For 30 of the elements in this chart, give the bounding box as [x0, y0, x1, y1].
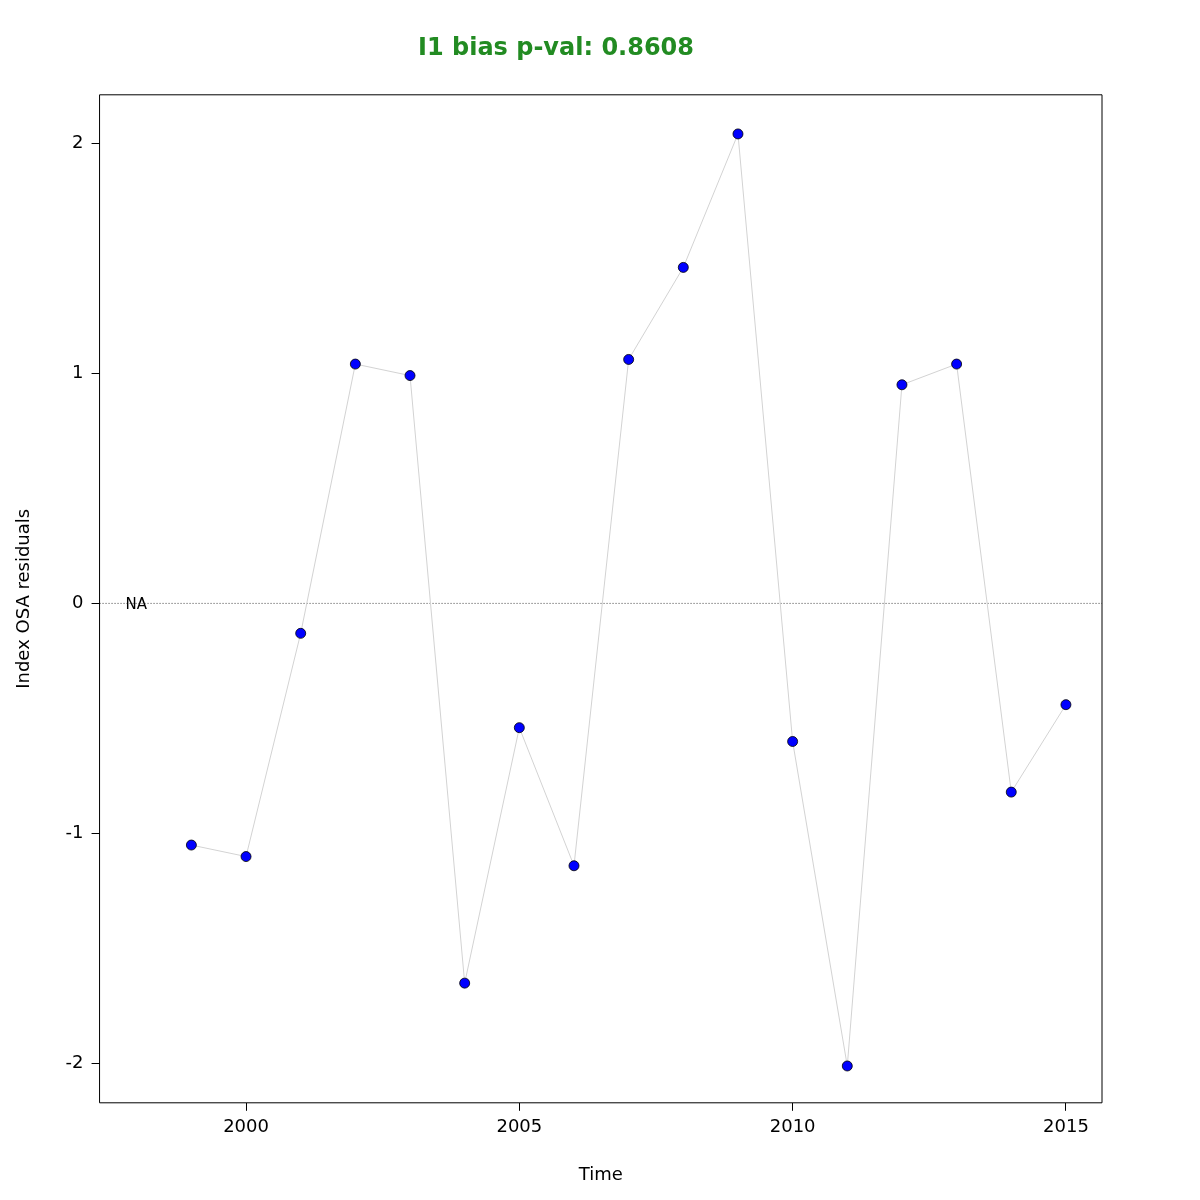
y-tick-label: -1	[65, 821, 84, 843]
point	[459, 977, 471, 989]
y-tick-label: 0	[72, 591, 84, 613]
point	[732, 128, 744, 140]
x-axis-title: Time	[577, 1162, 623, 1184]
y-axis-title: Index OSA residuals	[12, 508, 34, 689]
point	[896, 379, 908, 391]
y-tick-label: 1	[72, 360, 84, 382]
point	[349, 358, 361, 370]
point	[951, 358, 963, 370]
point	[295, 627, 307, 639]
point	[787, 736, 799, 747]
x-tick-label: 2005	[496, 1115, 543, 1137]
point	[185, 839, 197, 851]
point	[1005, 786, 1017, 798]
point	[240, 851, 252, 862]
point	[404, 370, 416, 381]
chart-title: I1 bias p-val: 0.8608	[418, 32, 694, 61]
point	[623, 354, 635, 365]
y-tick-label: 2	[72, 130, 84, 152]
point	[677, 262, 689, 273]
x-tick-label: 2010	[769, 1115, 816, 1137]
point	[513, 722, 525, 734]
ref-line-label: NA	[125, 595, 148, 614]
x-tick-label: 2000	[223, 1115, 269, 1137]
x-tick-label: 2015	[1043, 1115, 1089, 1137]
point	[841, 1060, 853, 1072]
y-tick-label: -2	[65, 1051, 84, 1073]
point	[1060, 699, 1072, 711]
point	[568, 860, 580, 872]
